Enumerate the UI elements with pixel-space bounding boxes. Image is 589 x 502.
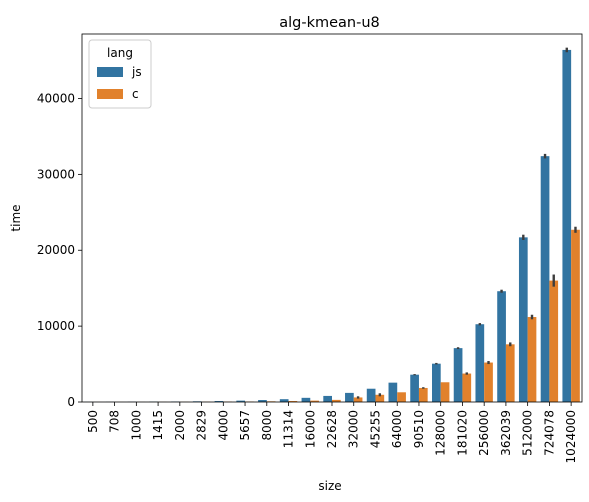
x-tick-label: 256000	[477, 410, 491, 456]
x-tick-label: 2829	[195, 410, 209, 441]
bar-c-512000	[527, 317, 537, 402]
legend-title: lang	[107, 46, 133, 60]
bar-js-22628	[323, 395, 332, 402]
bar-js-5657	[236, 400, 246, 402]
bar-js-4000	[214, 401, 224, 402]
bar-c-22628	[332, 399, 341, 402]
x-axis-label: size	[318, 479, 341, 493]
bar-c-181020	[462, 373, 472, 402]
bar-c-64000	[397, 392, 406, 402]
bar-c-362039	[505, 344, 515, 402]
legend-label-c: c	[132, 87, 139, 101]
x-tick-label: 16000	[303, 410, 317, 448]
plot-area	[81, 33, 583, 403]
bar-js-181020	[453, 348, 463, 402]
bar-c-724078	[549, 280, 559, 402]
x-tick-label: 512000	[521, 410, 535, 456]
y-axis-label: time	[9, 204, 23, 231]
legend: lang js c	[88, 39, 152, 109]
legend-swatch-js	[97, 67, 123, 77]
chart-title: alg-kmean-u8	[279, 15, 380, 31]
bar-js-8000	[258, 400, 267, 402]
x-tick-label: 90510	[412, 410, 426, 448]
x-tick-label: 22628	[325, 410, 339, 448]
x-tick-label: 2000	[173, 410, 187, 441]
x-tick-label: 1415	[151, 410, 165, 441]
bar-c-11314	[288, 401, 298, 402]
x-tick-label: 181020	[455, 410, 469, 456]
bar-c-90510	[418, 387, 428, 402]
y-tick-label: 0	[67, 395, 75, 409]
bar-js-11314	[279, 399, 289, 402]
bar-js-128000	[432, 363, 441, 402]
legend-swatch-c	[97, 89, 123, 99]
bar-js-32000	[345, 392, 354, 402]
x-axis: 500 708 1000 1415 2000 2829 4000 5657 8000 11314 1…	[86, 402, 578, 463]
bar-c-128000	[440, 382, 450, 402]
x-tick-label: 64000	[390, 410, 404, 448]
x-tick-label: 500	[86, 410, 100, 433]
bar-c-32000	[353, 397, 363, 402]
bar-js-362039	[497, 291, 506, 402]
x-tick-label: 11314	[282, 410, 296, 448]
x-tick-label: 5657	[238, 410, 252, 441]
y-tick-label: 20000	[37, 243, 75, 257]
bar-c-45255	[375, 394, 385, 402]
bar-c-256000	[484, 362, 493, 402]
bar-js-1024000	[562, 49, 572, 403]
legend-label-js: js	[131, 65, 142, 79]
bar-js-256000	[475, 324, 485, 402]
x-tick-label: 1024000	[564, 410, 578, 463]
y-tick-label: 10000	[37, 319, 75, 333]
bar-js-724078	[540, 156, 550, 402]
bar-c-1024000	[571, 229, 580, 402]
bar-js-90510	[410, 374, 419, 402]
y-axis: 0 10000 20000 30000 40000	[37, 91, 82, 409]
x-tick-label: 32000	[347, 410, 361, 448]
x-tick-label: 45255	[368, 410, 382, 448]
x-tick-label: 8000	[260, 410, 274, 441]
bar-js-45255	[366, 388, 376, 402]
bar-js-512000	[518, 237, 528, 402]
bar-js-16000	[301, 397, 311, 402]
x-tick-label: 4000	[216, 410, 230, 441]
bar-c-16000	[310, 400, 319, 402]
x-tick-label: 128000	[434, 410, 448, 456]
y-tick-label: 30000	[37, 167, 75, 181]
x-tick-label: 1000	[129, 410, 143, 441]
x-tick-label: 362039	[499, 410, 513, 456]
x-tick-label: 724078	[542, 410, 556, 456]
x-tick-label: 708	[108, 410, 122, 433]
y-tick-label: 40000	[37, 91, 75, 105]
bar-js-64000	[388, 382, 398, 402]
